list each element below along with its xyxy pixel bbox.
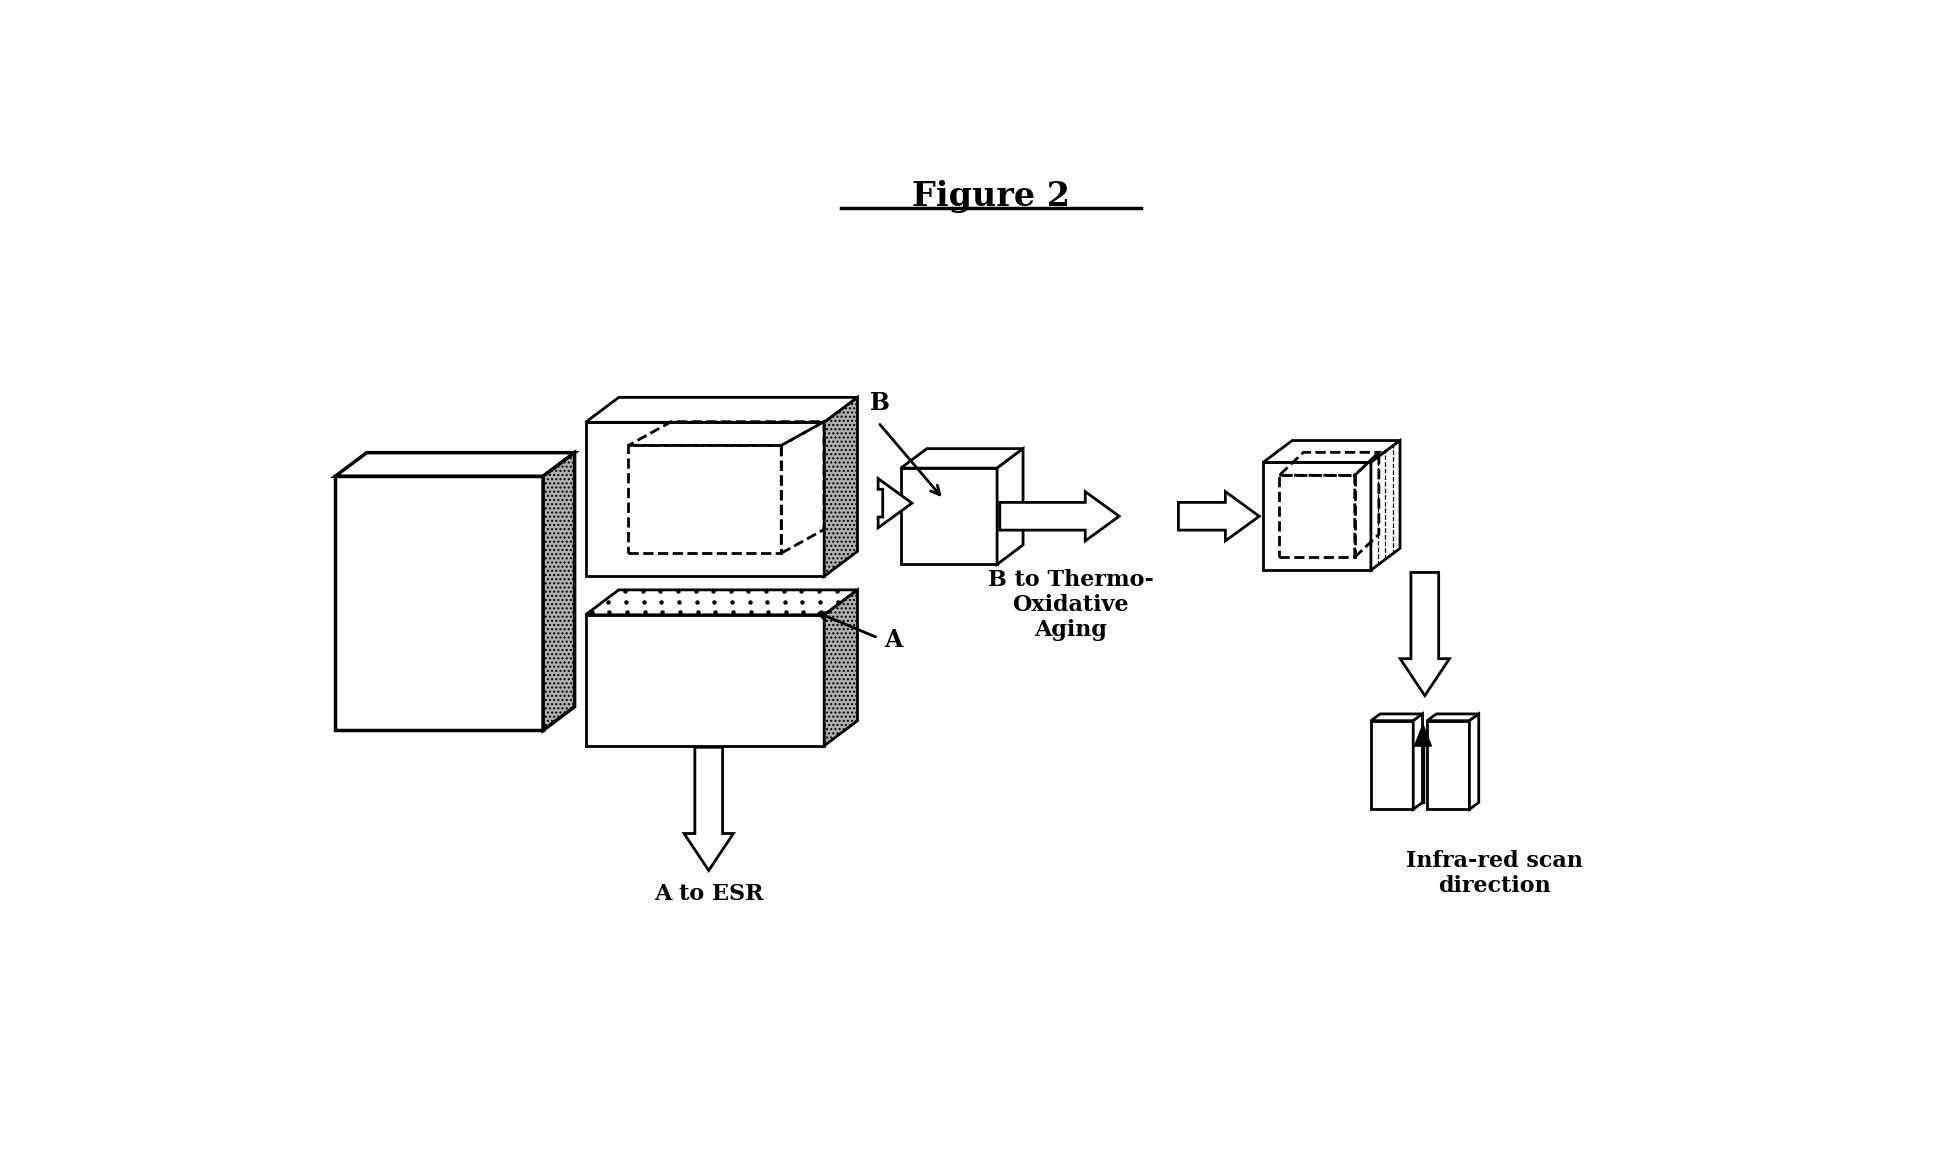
Polygon shape [1414, 725, 1432, 746]
Text: A: A [884, 629, 902, 652]
Polygon shape [1413, 714, 1422, 809]
Polygon shape [997, 448, 1024, 564]
Polygon shape [1428, 720, 1469, 809]
Polygon shape [1178, 492, 1260, 541]
Polygon shape [586, 589, 857, 615]
Polygon shape [824, 589, 857, 746]
Polygon shape [878, 478, 911, 528]
Polygon shape [902, 468, 997, 564]
Polygon shape [335, 453, 575, 476]
Polygon shape [586, 423, 824, 577]
Polygon shape [1370, 440, 1401, 570]
Text: Infra-red scan
direction: Infra-red scan direction [1405, 850, 1583, 897]
Text: A to ESR: A to ESR [654, 882, 764, 904]
Polygon shape [1264, 462, 1370, 570]
Text: B to Thermo-
Oxidative
Aging: B to Thermo- Oxidative Aging [987, 569, 1153, 642]
Polygon shape [544, 453, 575, 731]
Polygon shape [824, 397, 857, 577]
Polygon shape [902, 448, 1024, 468]
Polygon shape [1264, 440, 1401, 462]
Text: Figure 2: Figure 2 [911, 179, 1070, 213]
Polygon shape [1370, 714, 1422, 720]
Polygon shape [685, 747, 733, 871]
Polygon shape [1000, 492, 1118, 541]
Polygon shape [1370, 720, 1413, 809]
Polygon shape [586, 615, 824, 746]
Text: B: B [869, 390, 890, 415]
Polygon shape [1469, 714, 1478, 809]
Polygon shape [1401, 572, 1449, 696]
Polygon shape [1428, 714, 1478, 720]
Polygon shape [335, 476, 544, 731]
Polygon shape [586, 397, 857, 423]
